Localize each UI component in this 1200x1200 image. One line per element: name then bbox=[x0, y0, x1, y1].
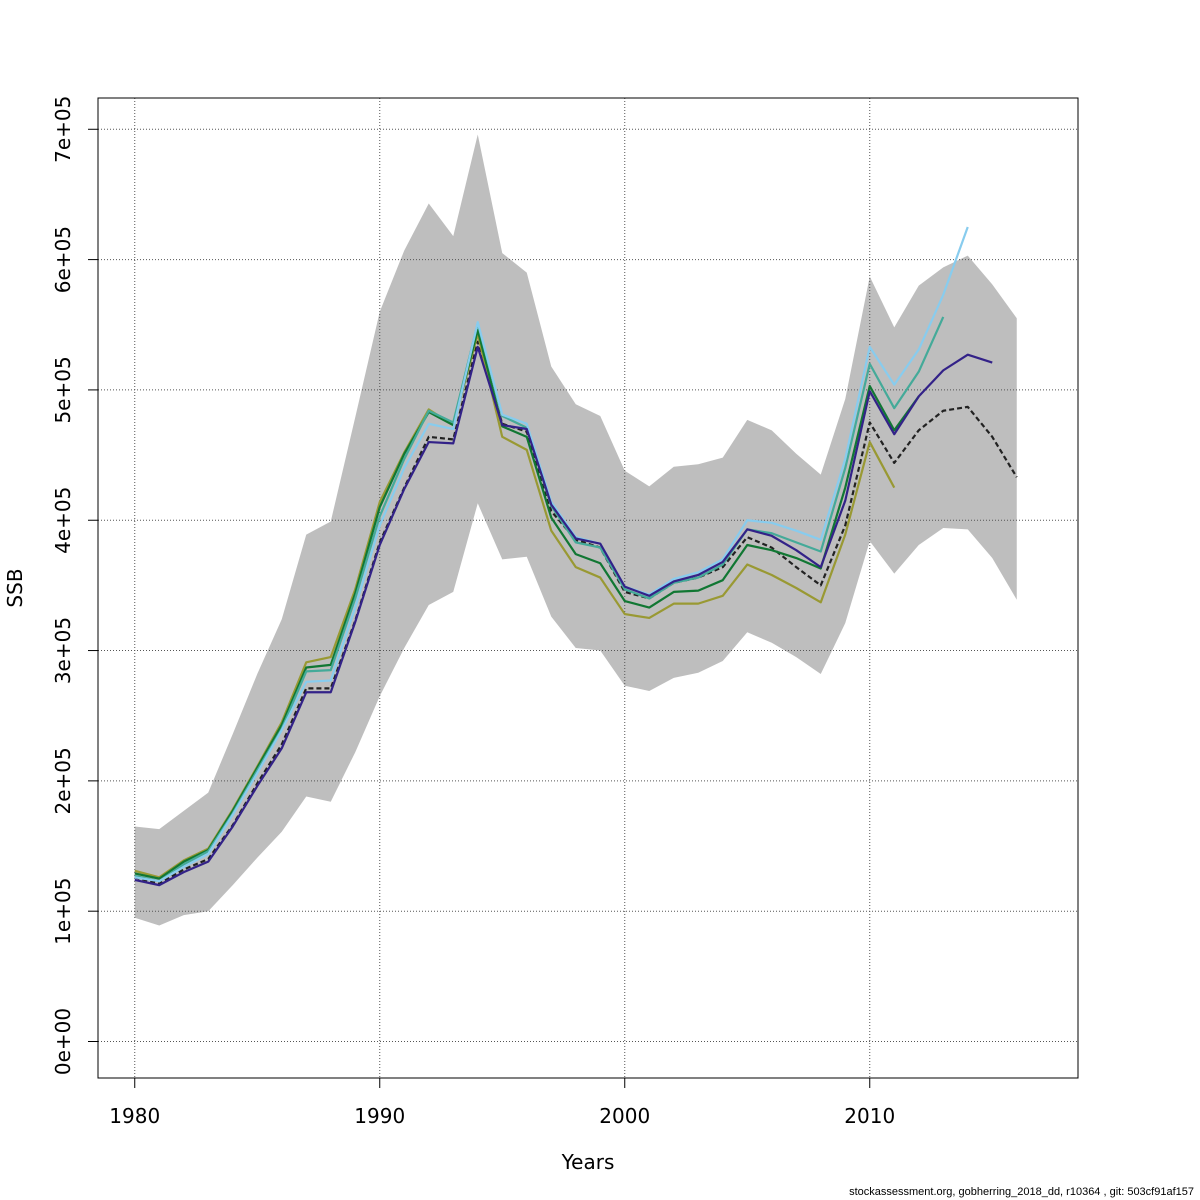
x-tick-label: 2010 bbox=[844, 1104, 895, 1128]
confidence-band bbox=[134, 134, 1017, 926]
y-tick-label: 7e+05 bbox=[51, 96, 75, 163]
series-line-0 bbox=[134, 340, 1018, 885]
series-line-5 bbox=[134, 345, 993, 887]
x-tick-label: 2000 bbox=[599, 1104, 650, 1128]
x-tick-label: 1980 bbox=[109, 1104, 160, 1128]
y-tick-label: 1e+05 bbox=[51, 878, 75, 945]
y-axis: 0e+00 1e+05 2e+05 3e+05 4e+05 5e+05 6e+05 7e+05 bbox=[51, 96, 99, 1075]
confidence-band-layer bbox=[134, 134, 1017, 926]
y-tick-label: 0e+00 bbox=[51, 1008, 75, 1075]
y-tick-label: 3e+05 bbox=[51, 617, 75, 684]
y-tick-label: 2e+05 bbox=[51, 747, 75, 814]
x-axis-title: Years bbox=[561, 1150, 615, 1174]
y-tick-label: 6e+05 bbox=[51, 226, 75, 293]
x-tick-label: 1990 bbox=[354, 1104, 405, 1128]
y-axis-title: SSB bbox=[3, 568, 27, 607]
series-line-2 bbox=[134, 328, 920, 880]
footer-source-text: stockassessment.org, gobherring_2018_dd,… bbox=[849, 1186, 1194, 1198]
y-tick-label: 5e+05 bbox=[51, 356, 75, 423]
series-layer bbox=[134, 226, 1018, 887]
x-axis: 1980 1990 2000 2010 bbox=[109, 1077, 895, 1128]
y-tick-label: 4e+05 bbox=[51, 487, 75, 554]
grid-layer bbox=[98, 98, 1078, 1078]
